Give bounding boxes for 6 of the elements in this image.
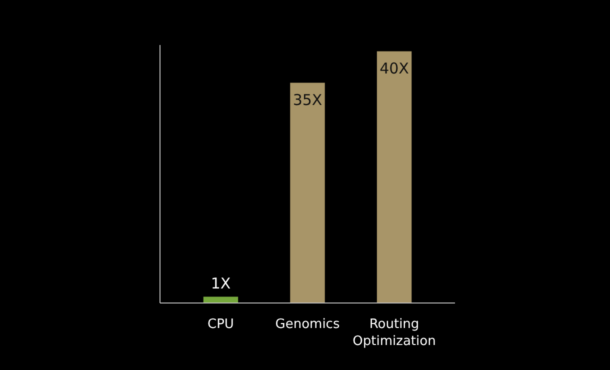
data-label: 35X bbox=[292, 90, 322, 109]
x-tick-label: Routing Optimization bbox=[352, 317, 436, 349]
x-tick-label: Genomics bbox=[275, 317, 340, 332]
data-label: 40X bbox=[380, 59, 409, 78]
x-tick-label: CPU bbox=[208, 317, 234, 332]
data-label: 1X bbox=[210, 274, 231, 293]
